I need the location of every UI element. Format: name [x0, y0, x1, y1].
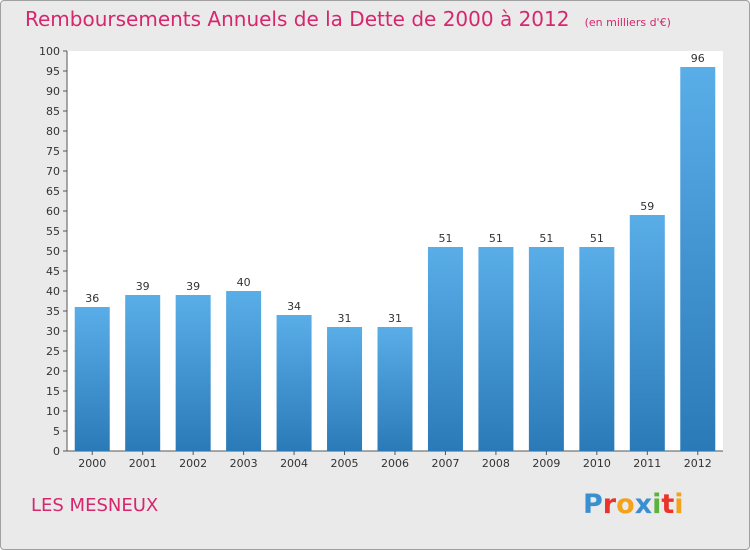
bar-2012 — [680, 67, 716, 451]
logo-letter: r — [602, 489, 617, 520]
y-tick-label: 20 — [46, 365, 60, 378]
data-label-2004: 34 — [287, 300, 301, 313]
data-label-2011: 59 — [640, 200, 654, 213]
data-label-2002: 39 — [186, 280, 200, 293]
y-tick-label: 75 — [46, 145, 60, 158]
city-name: LES MESNEUX — [31, 495, 159, 516]
bar-2010 — [579, 247, 615, 451]
logo-letter: i — [652, 489, 662, 520]
data-label-2009: 51 — [539, 232, 553, 245]
data-label-2012: 96 — [691, 52, 705, 65]
x-tick-label-2004: 2004 — [280, 457, 308, 470]
bar-2007 — [427, 247, 463, 451]
y-tick-label: 15 — [46, 385, 60, 398]
logo-letter: P — [583, 489, 603, 520]
data-label-2003: 40 — [237, 276, 251, 289]
data-label-2010: 51 — [590, 232, 604, 245]
y-tick-label: 10 — [46, 405, 60, 418]
y-tick-label: 60 — [46, 205, 60, 218]
x-tick-label-2000: 2000 — [78, 457, 106, 470]
chart-subtitle: (en milliers d'€) — [584, 16, 671, 29]
y-tick-label: 90 — [46, 85, 60, 98]
y-tick-label: 65 — [46, 185, 60, 198]
x-tick-label-2009: 2009 — [532, 457, 560, 470]
data-label-2007: 51 — [438, 232, 452, 245]
x-tick-label-2008: 2008 — [482, 457, 510, 470]
x-tick-label-2001: 2001 — [129, 457, 157, 470]
bar-2002 — [175, 295, 211, 451]
proxiti-logo: Proxiti — [583, 489, 684, 520]
chart-title-text: Remboursements Annuels de la Dette de 20… — [25, 7, 570, 31]
x-tick-label-2003: 2003 — [230, 457, 258, 470]
logo-letter: x — [634, 489, 653, 520]
y-tick-label: 55 — [46, 225, 60, 238]
logo-letter: i — [674, 489, 684, 520]
y-tick-label: 70 — [46, 165, 60, 178]
data-label-2000: 36 — [85, 292, 99, 305]
logo-letter: t — [661, 489, 675, 520]
y-tick-label: 80 — [46, 125, 60, 138]
logo-letter: o — [616, 489, 635, 520]
y-tick-label: 85 — [46, 105, 60, 118]
bar-2004 — [276, 315, 312, 451]
bar-2011 — [629, 215, 665, 451]
chart-title: Remboursements Annuels de la Dette de 20… — [25, 7, 671, 31]
y-tick-label: 45 — [46, 265, 60, 278]
y-tick-label: 0 — [53, 445, 60, 458]
bar-2009 — [528, 247, 564, 451]
bar-2001 — [125, 295, 161, 451]
y-tick-label: 50 — [46, 245, 60, 258]
bar-2006 — [377, 327, 413, 451]
y-tick-label: 40 — [46, 285, 60, 298]
y-tick-label: 25 — [46, 345, 60, 358]
x-tick-label-2006: 2006 — [381, 457, 409, 470]
x-tick-label-2012: 2012 — [684, 457, 712, 470]
y-tick-label: 5 — [53, 425, 60, 438]
bar-2005 — [327, 327, 363, 451]
y-tick-label: 35 — [46, 305, 60, 318]
x-tick-label-2010: 2010 — [583, 457, 611, 470]
bar-2003 — [226, 291, 262, 451]
data-label-2001: 39 — [136, 280, 150, 293]
y-tick-label: 95 — [46, 65, 60, 78]
x-tick-label-2005: 2005 — [331, 457, 359, 470]
data-label-2005: 31 — [338, 312, 352, 325]
y-tick-label: 100 — [39, 45, 60, 58]
data-label-2008: 51 — [489, 232, 503, 245]
bar-2000 — [74, 307, 110, 451]
bar-2008 — [478, 247, 514, 451]
x-tick-label-2011: 2011 — [633, 457, 661, 470]
x-tick-label-2002: 2002 — [179, 457, 207, 470]
y-tick-label: 30 — [46, 325, 60, 338]
x-tick-label-2007: 2007 — [431, 457, 459, 470]
data-label-2006: 31 — [388, 312, 402, 325]
